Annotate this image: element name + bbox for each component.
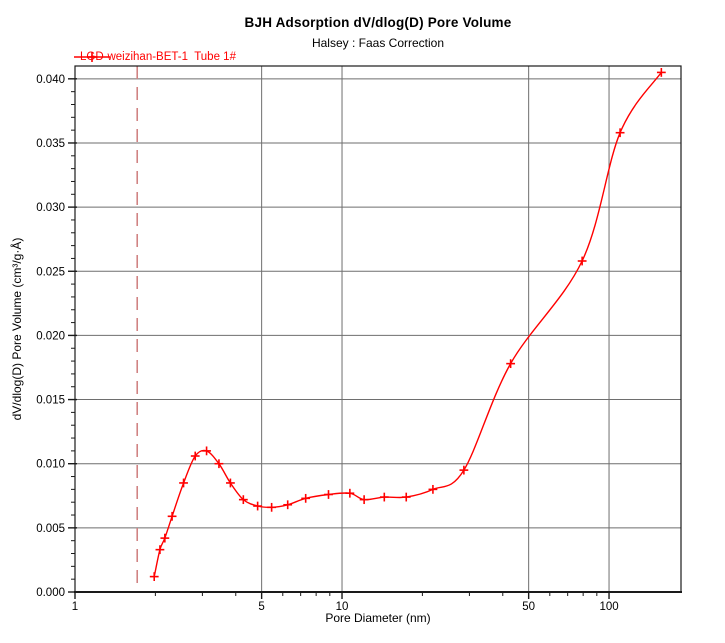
x-axis-title: Pore Diameter (nm) bbox=[325, 611, 431, 625]
y-tick-label: 0.015 bbox=[36, 395, 65, 407]
y-tick-label: 0.025 bbox=[36, 266, 65, 278]
y-tick-label: 0.010 bbox=[36, 459, 65, 471]
chart-subtitle: Halsey : Faas Correction bbox=[311, 36, 445, 50]
y-tick-label: 0.020 bbox=[36, 330, 65, 342]
chart-title: BJH Adsorption dV/dlog(D) Pore Volume bbox=[244, 15, 512, 30]
x-tick-label: 100 bbox=[599, 601, 618, 613]
y-tick-label: 0.040 bbox=[36, 74, 65, 86]
series-curve bbox=[153, 72, 662, 577]
x-tick-label: 1 bbox=[72, 601, 78, 613]
legend-series-label: LGD-weizihan-BET-1 Tube 1# bbox=[80, 51, 236, 63]
plot-frame bbox=[74, 65, 682, 593]
legend: LGD-weizihan-BET-1 Tube 1# bbox=[73, 50, 236, 64]
y-tick-label: 0.000 bbox=[36, 587, 65, 599]
x-tick-label: 50 bbox=[522, 601, 535, 613]
x-tick-label: 5 bbox=[258, 601, 264, 613]
x-tick-label: 10 bbox=[336, 601, 349, 613]
y-tick-label: 0.005 bbox=[36, 523, 65, 535]
y-tick-label: 0.035 bbox=[36, 138, 65, 150]
legend-line-marker bbox=[74, 52, 110, 62]
y-tick-label: 0.030 bbox=[36, 202, 65, 214]
